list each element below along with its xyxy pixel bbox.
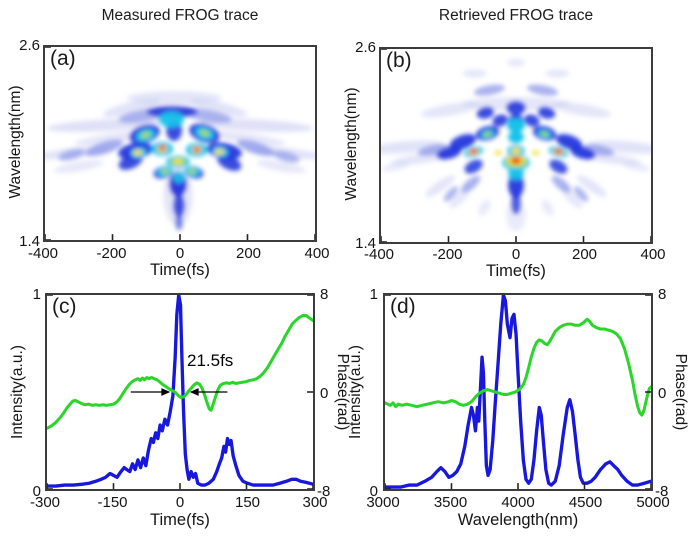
- panel-a-title: Measured FROG trace: [101, 7, 259, 24]
- panel-c-xtick: 150: [234, 494, 261, 511]
- panel-d-ytick-right-mid: 0: [658, 385, 667, 402]
- panel-c-ylabel-left: Intensity(a.u.): [9, 345, 26, 439]
- panel-c-xtick: -300: [29, 494, 61, 511]
- panel-b-xtick: -200: [432, 246, 463, 263]
- panel-c-xtick: 300: [302, 494, 328, 511]
- panel-b-xtick: 200: [571, 246, 598, 263]
- panel-d-xtick: 5000: [636, 494, 670, 511]
- panel-b-xtick: 0: [511, 246, 521, 263]
- panel-d-xtick: 4500: [568, 494, 603, 511]
- panel-d-xlabel: Wavelength(nm): [457, 511, 579, 529]
- panel-d-ytick-right-bottom: -8: [655, 483, 669, 500]
- panel-a-xtick: 200: [235, 245, 262, 262]
- panel-b-title: Retrieved FROG trace: [438, 7, 594, 24]
- panel-a-xtick: 0: [175, 245, 185, 262]
- panel-b-ytick-top: 2.6: [355, 39, 376, 56]
- panel-c-plot: (c) 21.5fs: [45, 293, 315, 491]
- panel-d-xticks: 3000 3500 4000 4500 5000: [366, 494, 669, 512]
- panel-c-ytick-right-mid: 0: [320, 385, 329, 402]
- panel-c-xlabel: Time(fs): [150, 511, 210, 529]
- panel-d-ylabel-right: Phase(rad): [672, 353, 689, 431]
- panel-b-xtick: 400: [640, 246, 666, 263]
- panel-d-plot: (d): [383, 293, 653, 491]
- panel-d-ytick-left-bottom: 0: [369, 483, 378, 500]
- measured-frog-trace-heatmap: [45, 47, 315, 240]
- panel-b-plot: (b): [379, 47, 653, 244]
- panel-a-xtick: -400: [27, 245, 59, 262]
- retrieved-frog-trace-heatmap: [381, 49, 651, 242]
- panel-d-ytick-left-top: 1: [369, 286, 378, 303]
- panel-c-ytick-left-bottom: 0: [32, 483, 41, 500]
- panel-c-letter: (c): [52, 295, 77, 318]
- panel-b-letter: (b): [386, 49, 412, 72]
- panel-d-ytick-right-top: 8: [658, 286, 667, 303]
- panel-b-ylabel: Wavelength(nm): [343, 87, 360, 201]
- panel-a-xtick: 400: [304, 245, 330, 262]
- panel-b-ytick-bottom: 1.4: [355, 235, 376, 252]
- pulse-duration-annotation: 21.5fs: [187, 351, 234, 370]
- panel-c-xtick: 0: [175, 494, 185, 511]
- panel-a-xlabel: Time(fs): [150, 261, 210, 279]
- panel-d-letter: (d): [390, 295, 416, 318]
- panel-a-letter: (a): [50, 47, 76, 70]
- panel-a-xtick: -200: [96, 245, 127, 262]
- panel-c-ytick-left-top: 1: [32, 286, 41, 303]
- panel-d-xtick: 4000: [501, 494, 535, 511]
- panel-d-xtick: 3000: [366, 494, 400, 511]
- spectral-intensity-phase-chart: [385, 295, 651, 489]
- panel-a-plot: (a): [43, 45, 317, 242]
- panel-c-ytick-right-bottom: -8: [317, 483, 331, 500]
- panel-d-xtick: 3500: [433, 494, 468, 511]
- panel-a-ytick-top: 2.6: [19, 37, 40, 54]
- panel-c-xticks: -300 -150 0 150 300: [30, 494, 328, 512]
- panel-b-xticks: -400 -200 0 200 400: [364, 246, 666, 264]
- panel-d-ylabel-left: Intensity(a.u.): [347, 345, 364, 439]
- panel-a-xticks: -400 -200 0 200 400: [28, 245, 330, 263]
- panel-a-ylabel: Wavelength(nm): [7, 85, 24, 199]
- panel-a-ytick-bottom: 1.4: [19, 233, 40, 250]
- panel-c-xtick: -150: [97, 494, 128, 511]
- panel-b-xlabel: Time(fs): [486, 262, 546, 280]
- panel-c-ytick-right-top: 8: [320, 286, 329, 303]
- temporal-intensity-phase-chart: [47, 295, 313, 489]
- panel-b-xtick: -400: [363, 246, 395, 263]
